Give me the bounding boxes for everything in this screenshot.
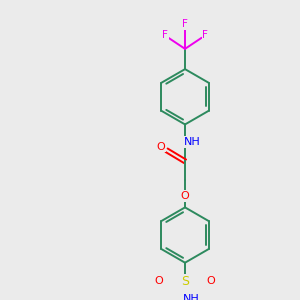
Text: NH: NH xyxy=(183,294,200,300)
Text: S: S xyxy=(181,274,189,288)
Text: F: F xyxy=(182,19,188,29)
Text: F: F xyxy=(162,30,168,40)
Text: O: O xyxy=(157,142,165,152)
Text: NH: NH xyxy=(184,137,201,147)
Text: O: O xyxy=(206,276,215,286)
Text: F: F xyxy=(202,30,208,40)
Text: O: O xyxy=(155,276,164,286)
Text: O: O xyxy=(181,191,189,201)
